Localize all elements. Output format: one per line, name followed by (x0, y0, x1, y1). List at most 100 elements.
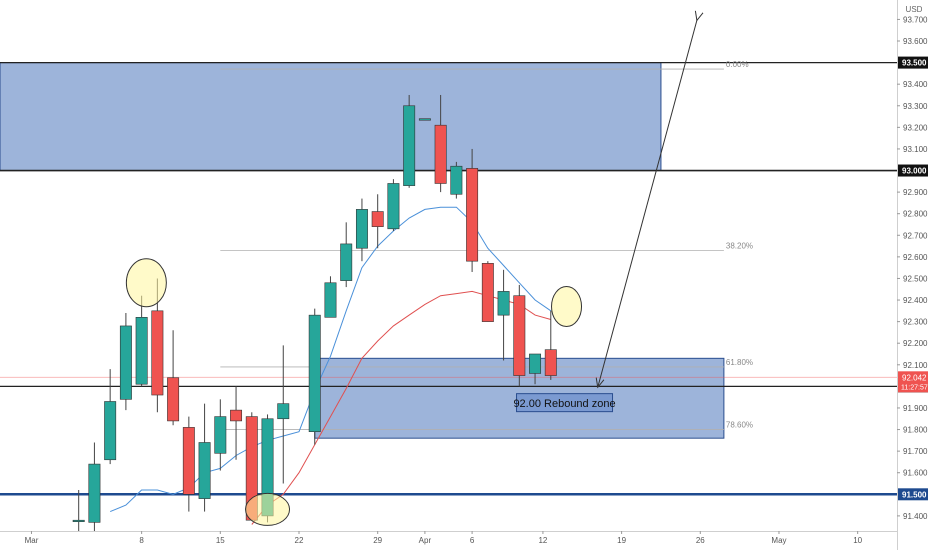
candle-2[interactable] (104, 369, 117, 465)
time-tick-label: Mar (25, 536, 39, 545)
candle-body (529, 353, 542, 374)
time-tick-label: May (771, 536, 786, 545)
candle-body (355, 209, 368, 249)
price-line-badge (898, 164, 928, 177)
time-tick-label: 6 (470, 536, 475, 545)
price-tick-label: 91.400 (903, 512, 928, 521)
candle-body (324, 282, 337, 318)
candle-21[interactable] (418, 118, 431, 121)
fib-label-3: 78.60% (726, 421, 753, 430)
candle-body (450, 165, 463, 195)
time-axis[interactable]: Mar 8 15 22 29 Apr 6 12 19 26 May 10 (0, 531, 897, 550)
candle-18[interactable] (371, 194, 384, 249)
price-axis-bg (897, 0, 932, 550)
candle-body (104, 401, 117, 461)
candle-29[interactable] (544, 310, 557, 380)
candle-6[interactable] (167, 330, 180, 426)
candle-body (513, 295, 526, 376)
candle-14[interactable] (308, 308, 321, 445)
candle-body (434, 124, 447, 184)
candle-15[interactable] (324, 276, 337, 318)
fib-label-0: 0.00% (726, 60, 749, 69)
candle-20[interactable] (403, 94, 416, 188)
price-line-badge-label: 93.000 (902, 167, 927, 176)
candle-4[interactable] (135, 295, 148, 387)
candle-1[interactable] (88, 442, 101, 532)
candle-19[interactable] (387, 179, 400, 231)
price-tick-label: 92.300 (903, 318, 928, 327)
candle-7[interactable] (182, 416, 195, 512)
time-tick-label: 22 (295, 536, 304, 545)
price-tick-label: 91.900 (903, 404, 928, 413)
time-tick-label: 10 (853, 536, 862, 545)
candle-body (119, 325, 132, 400)
price-tick-label: 92.900 (903, 188, 928, 197)
candle-body (135, 317, 148, 385)
fib-label-1: 38.20% (726, 241, 753, 250)
candle-27[interactable] (513, 284, 526, 387)
fib-label-2: 61.80% (726, 358, 753, 367)
candle-body (466, 168, 479, 262)
price-tick-label: 91.700 (903, 447, 928, 456)
candle-body (403, 105, 416, 186)
candle-body (167, 377, 180, 422)
candle-17[interactable] (355, 198, 368, 262)
candle-body (214, 416, 227, 454)
candle-3[interactable] (119, 312, 132, 411)
candle-10[interactable] (230, 386, 243, 460)
price-tick-label: 93.200 (903, 123, 928, 132)
candle-0[interactable] (72, 489, 85, 531)
price-tick-label: 92.700 (903, 231, 928, 240)
candle-28[interactable] (529, 353, 542, 385)
candle-body (277, 403, 290, 420)
time-tick-label: 15 (216, 536, 225, 545)
price-tick-label: 93.700 (903, 15, 928, 24)
candle-16[interactable] (340, 222, 353, 288)
countdown-label: 11:27:57 (901, 384, 928, 391)
price-line-badge-label: 91.500 (902, 490, 927, 499)
zone-rect-0[interactable] (0, 62, 662, 172)
highlight-circle-1[interactable] (551, 286, 583, 328)
candle-24[interactable] (466, 148, 479, 272)
candle-body (151, 310, 164, 396)
annotation-box[interactable] (516, 393, 614, 413)
annotation-text: 92.00 Rebound zone (513, 398, 615, 410)
time-axis-bg (0, 531, 897, 550)
current-price-badge (898, 371, 928, 393)
time-tick-label: 29 (373, 536, 382, 545)
price-tick-label: 92.400 (903, 296, 928, 305)
candle-body (88, 463, 101, 523)
candle-body (371, 211, 384, 227)
time-tick-label: 19 (617, 536, 626, 545)
candle-23[interactable] (450, 161, 463, 199)
candle-body (72, 519, 85, 523)
candle-13[interactable] (277, 345, 290, 484)
price-tick-label: 93.300 (903, 102, 928, 111)
candles-layer[interactable] (72, 94, 557, 532)
highlight-circle-0[interactable] (125, 258, 167, 308)
candle-body (497, 291, 510, 316)
time-tick-label: 8 (139, 536, 144, 545)
candle-body (198, 442, 211, 499)
highlight-circle-2[interactable] (245, 492, 291, 526)
candle-body (387, 183, 400, 230)
candle-9[interactable] (214, 399, 227, 471)
candle-25[interactable] (481, 261, 494, 322)
time-tick-label: Apr (419, 536, 432, 545)
currency-label: USD (906, 5, 923, 14)
candle-body (230, 409, 243, 422)
projection-arrow[interactable] (598, 19, 697, 386)
price-tick-label: 91.600 (903, 469, 928, 478)
price-tick-label: 92.100 (903, 361, 928, 370)
price-tick-label: 93.400 (903, 80, 928, 89)
candle-body (544, 349, 557, 376)
price-tick-label: 92.500 (903, 274, 928, 283)
candle-26[interactable] (497, 269, 510, 361)
candle-8[interactable] (198, 403, 211, 512)
candle-body (481, 263, 494, 322)
time-tick-label: 26 (696, 536, 705, 545)
candle-22[interactable] (434, 94, 447, 193)
time-tick-label: 12 (538, 536, 547, 545)
